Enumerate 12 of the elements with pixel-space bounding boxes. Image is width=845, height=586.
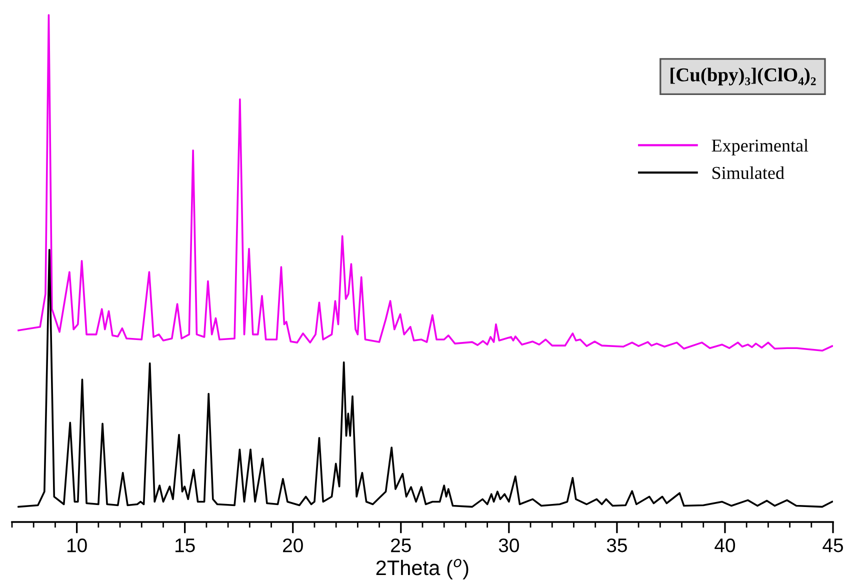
x-tick-label: 20 (283, 538, 303, 552)
x-tick-label: 35 (606, 538, 627, 552)
x-axis-title: 2Theta ($^{o}$) (376, 558, 468, 580)
x-tick-label: 15 (176, 538, 195, 552)
x-tick-label: 25 (391, 538, 411, 552)
legend-label: Simulated (712, 166, 784, 180)
x-tick-label: 10 (67, 538, 87, 552)
x-tick-label: 40 (714, 538, 736, 552)
x-tick-label: 45 (822, 538, 843, 552)
x-tick-label: 30 (498, 538, 519, 552)
text: [Cu(bpy)₃](ClO₄)₂ (670, 68, 816, 86)
legend-label: Experimental (712, 139, 808, 156)
